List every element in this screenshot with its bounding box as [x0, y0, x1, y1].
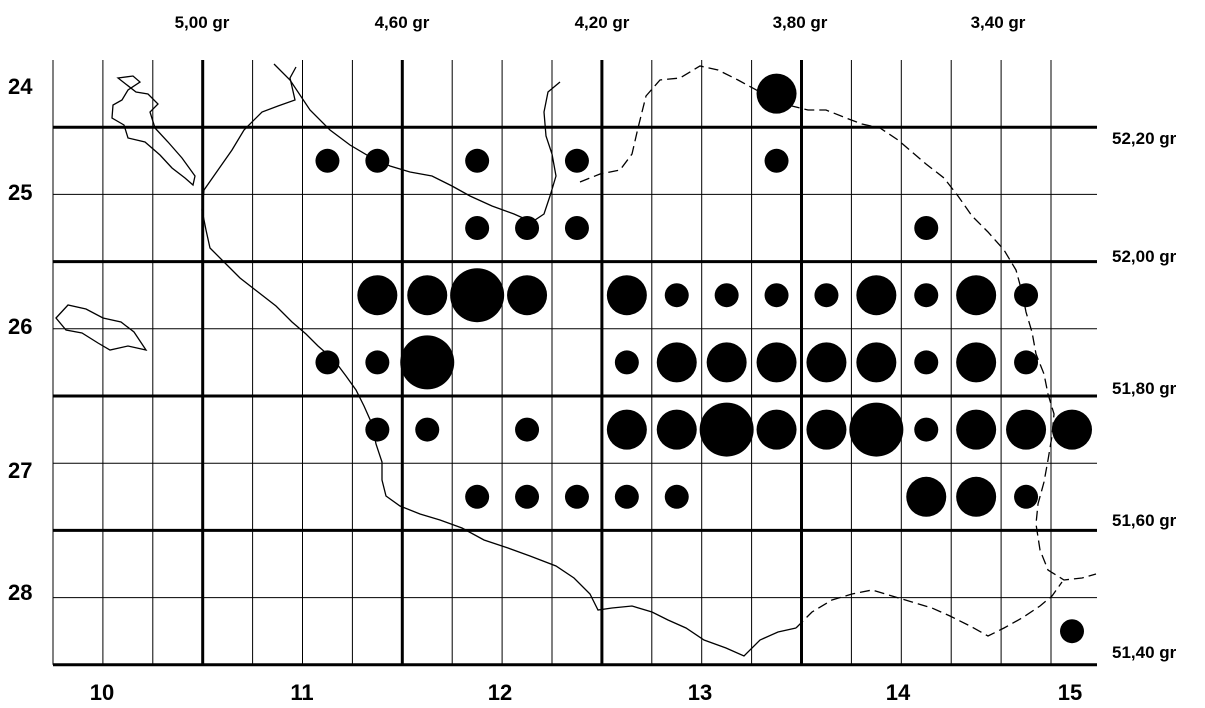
- distribution-dot: [606, 409, 647, 450]
- distribution-dot: [906, 476, 947, 517]
- row-label: 24: [8, 74, 33, 99]
- distribution-dot: [714, 283, 739, 308]
- longitude-label: 4,60 gr: [375, 13, 430, 32]
- distribution-dot: [614, 484, 639, 509]
- row-label: 26: [8, 314, 32, 339]
- distribution-dot: [956, 342, 997, 383]
- distribution-dot: [699, 402, 754, 457]
- distribution-dot: [1060, 619, 1084, 644]
- column-label: 15: [1058, 680, 1082, 705]
- distribution-dot: [756, 73, 797, 114]
- column-label: 13: [688, 680, 712, 705]
- longitude-label: 3,40 gr: [971, 13, 1026, 32]
- distribution-dot: [465, 216, 490, 240]
- coastline-south: [795, 581, 1063, 637]
- column-label: 14: [886, 680, 911, 705]
- longitude-label: 4,20 gr: [575, 13, 630, 32]
- latitude-label: 52,00 gr: [1112, 247, 1177, 266]
- row-label: 28: [8, 580, 32, 605]
- distribution-dot: [914, 350, 939, 375]
- distribution-dot: [1014, 350, 1039, 375]
- distribution-dot: [764, 283, 789, 308]
- latitude-label: 51,60 gr: [1112, 511, 1177, 530]
- grid-lines: [52, 60, 1097, 667]
- distribution-dot: [956, 275, 997, 316]
- distribution-dots: [315, 73, 1092, 644]
- distribution-dot: [564, 484, 589, 509]
- distribution-dot: [956, 476, 997, 517]
- distribution-dot: [1014, 484, 1039, 509]
- row-label: 25: [8, 180, 32, 205]
- distribution-dot: [764, 148, 789, 173]
- distribution-dot: [407, 275, 448, 316]
- distribution-dot: [1006, 409, 1047, 450]
- distribution-dot: [756, 342, 797, 383]
- distribution-dot: [450, 268, 505, 323]
- latitude-label: 51,40 gr: [1112, 643, 1177, 662]
- distribution-dot: [1052, 409, 1092, 450]
- distribution-dot: [365, 350, 390, 375]
- latitude-label: 51,80 gr: [1112, 379, 1177, 398]
- distribution-dot: [856, 342, 897, 383]
- coastline-island-west: [55, 304, 148, 351]
- distribution-dot: [706, 342, 747, 383]
- distribution-dot: [606, 275, 647, 316]
- column-label: 12: [488, 680, 512, 705]
- distribution-dot: [806, 342, 847, 383]
- distribution-dot: [1014, 283, 1039, 308]
- distribution-dot: [507, 275, 548, 316]
- longitude-label: 5,00 gr: [175, 13, 230, 32]
- distribution-dot: [515, 216, 540, 240]
- distribution-dot: [315, 350, 340, 375]
- distribution-dot: [914, 216, 939, 240]
- distribution-dot: [415, 417, 440, 442]
- distribution-dot: [664, 283, 689, 308]
- distribution-dot: [515, 417, 540, 442]
- distribution-dot: [357, 275, 398, 316]
- column-label: 11: [290, 680, 313, 705]
- distribution-dot: [756, 409, 797, 450]
- distribution-dot: [564, 216, 589, 240]
- distribution-dot: [814, 283, 839, 308]
- distribution-dot: [515, 484, 540, 509]
- distribution-dot: [664, 484, 689, 509]
- latitude-label: 52,20 gr: [1112, 129, 1177, 148]
- bottom-column-labels: 10 11 12 13 14 15: [90, 680, 1082, 705]
- column-label: 10: [90, 680, 114, 705]
- right-latitude-labels: 52,20 gr 52,00 gr 51,80 gr 51,60 gr 51,4…: [1112, 129, 1177, 662]
- distribution-dot: [856, 275, 897, 316]
- distribution-dot: [914, 283, 939, 308]
- distribution-dot: [656, 342, 697, 383]
- distribution-dot: [914, 417, 939, 442]
- distribution-dot: [614, 350, 639, 375]
- top-longitude-labels: 5,00 gr 4,60 gr 4,20 gr 3,80 gr 3,40 gr: [175, 13, 1026, 32]
- distribution-dot: [806, 409, 847, 450]
- longitude-label: 3,80 gr: [773, 13, 828, 32]
- coastline-island-north: [111, 75, 196, 187]
- coastline-inlet: [273, 63, 561, 223]
- distribution-dot: [656, 409, 697, 450]
- distribution-dot: [564, 148, 589, 173]
- distribution-dot: [400, 335, 455, 390]
- distribution-dot: [849, 402, 904, 457]
- distribution-dot: [465, 148, 490, 173]
- distribution-dot: [365, 417, 390, 442]
- row-label: 27: [8, 458, 32, 483]
- left-row-labels: 24 25 26 27 28: [8, 74, 33, 605]
- distribution-dot: [315, 148, 340, 173]
- distribution-dot: [956, 409, 997, 450]
- distribution-dot: [465, 484, 490, 509]
- distribution-dot: [365, 148, 390, 173]
